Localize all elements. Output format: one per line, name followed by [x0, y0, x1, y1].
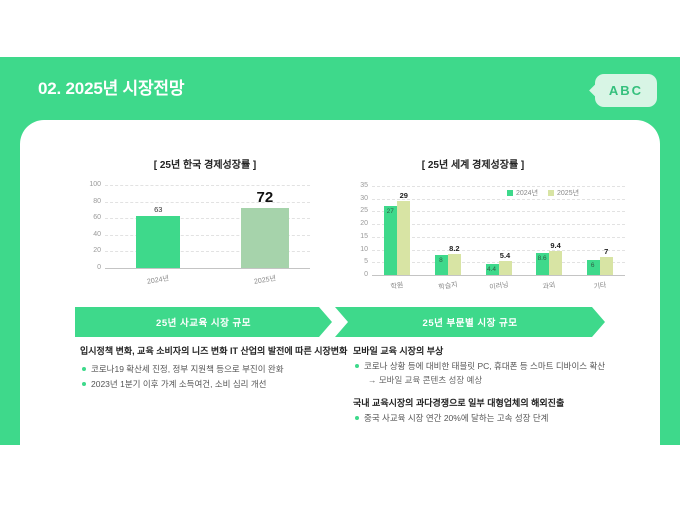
bar-2025년	[240, 208, 289, 268]
abc-logo: ABC	[589, 74, 657, 107]
x-tick-label: 2025년	[253, 275, 277, 286]
y-gridline	[372, 198, 625, 200]
bar-value-label: 8.2	[449, 244, 460, 254]
legend-swatch	[548, 190, 555, 196]
y-tick-label: 20	[93, 247, 101, 255]
bar-value-label: 29	[399, 191, 408, 201]
left-bullet-1: 코로나19 확산세 진정, 정부 지원책 등으로 부진이 완화	[82, 363, 284, 375]
legend-swatch	[507, 190, 513, 196]
chart-world-growth: [ 25년 세계 경제성장률 ] 0 5 10 15 20 25 30 35 27 29 학원 8 8.2…	[353, 150, 645, 310]
left-section-heading: 입시정책 변화, 교육 소비자의 니즈 변화 IT 산업의 발전에 따른 시장변…	[80, 346, 348, 356]
legend-label: 2025년	[557, 190, 580, 197]
bar-value-label: 63	[154, 204, 163, 214]
x-tick-label: 2024년	[146, 275, 170, 286]
y-gridline	[105, 234, 310, 236]
x-tick-label: 학습지	[437, 281, 459, 292]
bullet-text: 중국 사교육 시장 연간 20%에 달하는 고속 성장 단계	[364, 413, 549, 423]
chart-legend: 2024년 2025년	[507, 188, 579, 198]
y-gridline	[372, 236, 625, 238]
legend-item-2024년: 2024년	[507, 188, 538, 198]
bar-value-label: 8.6	[537, 255, 547, 263]
bar-2025-기타	[599, 257, 613, 275]
bullet-text: 코로나19 확산세 진정, 정부 지원책 등으로 부진이 완화	[91, 364, 284, 374]
bar-2024-이러닝	[485, 263, 499, 275]
bar-value-label: 8	[439, 256, 443, 264]
banner-label: 25년 사교육 시장 규모	[156, 318, 251, 329]
right-block1-subnote: → 모바일 교육 콘텐츠 성장 예상	[368, 375, 483, 385]
bar-2024-학원	[384, 206, 398, 275]
y-tick-label: 10	[360, 245, 368, 253]
y-gridline	[105, 218, 310, 220]
bar-2025-학원	[397, 201, 411, 275]
banner-segment-market: 25년 부문별 시장 규모	[335, 307, 605, 337]
bar-value-label: 5.4	[499, 251, 511, 261]
y-tick-label: 15	[360, 232, 368, 240]
chart-korea-growth: [ 25년 한국 경제성장률 ] 0 20 40 60 80 100 63 2024년 72 202…	[75, 150, 335, 310]
bar-value-label: 4.4	[486, 265, 497, 273]
y-gridline	[105, 185, 310, 186]
bar-value-label: 27	[386, 208, 394, 216]
y-tick-label: 100	[89, 181, 101, 188]
x-tick-label: 기타	[592, 282, 607, 291]
y-tick-label: 40	[93, 230, 101, 238]
bullet-dot-icon	[82, 382, 86, 386]
right-block2-heading: 국내 교육시장의 과다경쟁으로 일부 대형업체의 해외진출	[353, 398, 565, 408]
bar-value-label: 9.4	[550, 241, 561, 251]
page-title: 02. 2025년 시장전망	[38, 79, 185, 98]
bar-2024년	[136, 215, 181, 268]
banner-label: 25년 부문별 시장 규모	[422, 318, 518, 329]
bar-2024-과외	[536, 253, 550, 275]
y-tick-label: 0	[97, 264, 101, 271]
right-block2-bullet: 중국 사교육 시장 연간 20%에 달하는 고속 성장 단계	[355, 412, 549, 424]
bar-value-label: 6	[590, 261, 595, 269]
bar-2024-기타	[586, 259, 600, 275]
y-tick-label: 80	[93, 197, 101, 205]
bar-2025-학습지	[447, 254, 461, 275]
x-axis-line	[372, 275, 625, 276]
left-bullet-2: 2023년 1분기 이후 가계 소득여건, 소비 심리 개선	[82, 378, 266, 390]
content-card: [ 25년 한국 경제성장률 ] 0 20 40 60 80 100 63 2024년 72 202…	[20, 120, 660, 500]
bar-2025-과외	[549, 251, 563, 275]
x-tick-label: 과외	[542, 282, 557, 291]
bar-2024-학습지	[434, 254, 448, 275]
bar-2025-이러닝	[498, 261, 512, 275]
bullet-dot-icon	[355, 416, 359, 420]
logo-text: ABC	[608, 83, 644, 98]
chart-title: [ 25년 세계 경제성장률 ]	[421, 160, 525, 171]
y-tick-label: 20	[360, 220, 368, 228]
y-gridline	[372, 249, 625, 251]
legend-label: 2024년	[516, 190, 539, 197]
bullet-dot-icon	[355, 364, 359, 368]
bullet-text: 코로나 상황 등에 대비한 태블릿 PC, 휴대폰 등 스마트 디바이스 확산	[364, 361, 606, 371]
x-tick-label: 학원	[390, 282, 405, 291]
y-tick-label: 25	[360, 207, 368, 215]
bar-value-label: 7	[604, 247, 609, 257]
right-block1-bullet: 코로나 상황 등에 대비한 태블릿 PC, 휴대폰 등 스마트 디바이스 확산	[355, 360, 605, 372]
legend-item-2025년: 2025년	[548, 188, 579, 198]
x-axis-line	[105, 268, 310, 269]
y-gridline	[372, 224, 625, 226]
y-tick-label: 30	[360, 194, 368, 202]
y-gridline	[372, 186, 625, 187]
x-tick-label: 이러닝	[488, 281, 509, 292]
chart-title: [ 25년 한국 경제성장률 ]	[153, 160, 257, 171]
bullet-text: 2023년 1분기 이후 가계 소득여건, 소비 심리 개선	[91, 379, 267, 389]
y-gridline	[372, 211, 625, 213]
y-tick-label: 60	[93, 214, 101, 222]
bullet-dot-icon	[82, 367, 86, 371]
y-tick-label: 35	[360, 182, 368, 189]
y-gridline	[105, 201, 310, 203]
banner-private-education-market: 25년 사교육 시장 규모	[75, 307, 332, 337]
y-tick-label: 0	[364, 271, 368, 278]
y-gridline	[105, 251, 310, 253]
y-tick-label: 5	[364, 258, 368, 266]
right-block1-heading: 모바일 교육 시장의 부상	[353, 346, 444, 356]
bar-value-label: 72	[256, 189, 274, 207]
